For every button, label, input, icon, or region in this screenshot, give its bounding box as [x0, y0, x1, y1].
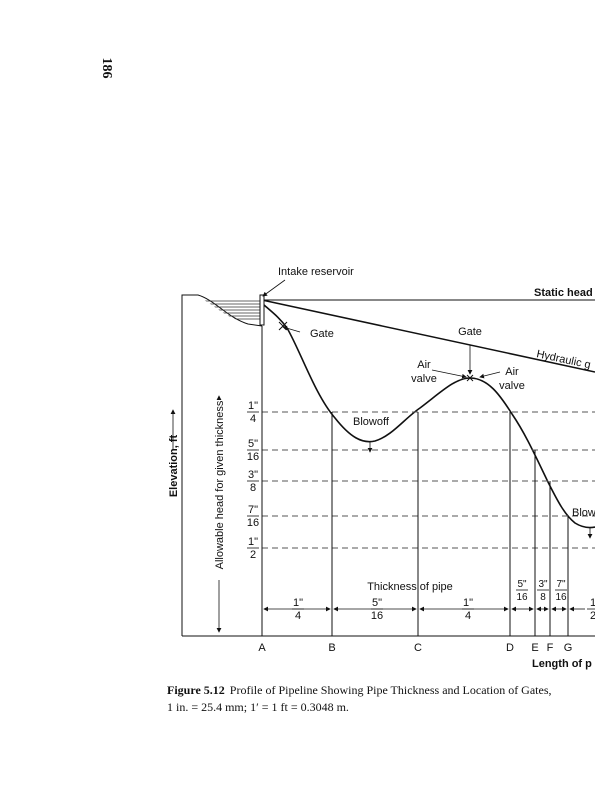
air-valve-label: valve: [411, 373, 437, 385]
fraction-denominator: 16: [516, 592, 528, 603]
fraction-denominator: 2: [590, 610, 595, 622]
station-label: B: [328, 642, 335, 654]
fraction-numerator: 5": [372, 597, 382, 609]
fraction-numerator: 3": [248, 469, 258, 481]
fraction-numerator: 7": [556, 579, 566, 590]
gate-label: Gate: [458, 326, 482, 338]
station-label: E: [531, 642, 538, 654]
station-label: D: [506, 642, 514, 654]
blowoff-label: Blowoff: [353, 416, 390, 428]
allowable-head-label: Allowable head for given thickness: [214, 400, 226, 569]
fraction-denominator: 16: [247, 517, 259, 529]
blowoff-label: Blow: [572, 507, 595, 519]
fraction-denominator: 2: [250, 549, 256, 561]
station-label: C: [414, 642, 422, 654]
hydraulic-label: Hydraulic g: [535, 348, 591, 371]
caption-figure: Figure 5.12: [167, 683, 225, 697]
caption-line: 1 in. = 25.4 mm; 1′ = 1 ft = 0.3048 m.: [167, 700, 349, 714]
fraction-denominator: 4: [295, 610, 301, 622]
station-label: F: [547, 642, 554, 654]
static-head-label: Static head: [534, 287, 593, 299]
station-label: A: [258, 642, 266, 654]
fraction-numerator: 1": [248, 400, 258, 412]
fraction-numerator: 7": [248, 504, 258, 516]
fraction-numerator: 5": [517, 579, 527, 590]
gate-label: Gate: [310, 328, 334, 340]
fraction-numerator: 3": [538, 579, 548, 590]
fraction-numerator: 5": [248, 438, 258, 450]
fraction-denominator: 8: [540, 592, 546, 603]
air-valve-label: Air: [505, 366, 519, 378]
caption: Figure 5.12 Profile of Pipeline Showing P…: [167, 683, 552, 697]
station-label: G: [564, 642, 573, 654]
caption-text: Profile of Pipeline Showing Pipe Thickne…: [230, 683, 552, 697]
x-axis-label: Length of p: [532, 658, 592, 670]
page-number: 186: [99, 58, 114, 79]
y-axis-label: Elevation, ft: [168, 434, 180, 497]
fraction-numerator: 1": [463, 597, 473, 609]
fraction-numerator: 1: [590, 597, 595, 609]
fraction-numerator: 1": [248, 536, 258, 548]
fraction-denominator: 4: [250, 413, 256, 425]
air-valve-label: valve: [499, 380, 525, 392]
air-valve-label: Air: [417, 359, 431, 371]
labels: Intake reservoir Static head Gate Gate H…: [167, 266, 595, 714]
fraction-denominator: 8: [250, 482, 256, 494]
fraction-denominator: 4: [465, 610, 471, 622]
reservoir-label: Intake reservoir: [278, 266, 354, 278]
thickness-label: Thickness of pipe: [367, 581, 453, 593]
fraction-numerator: 1": [293, 597, 303, 609]
fraction-denominator: 16: [247, 451, 259, 463]
fraction-denominator: 16: [371, 610, 383, 622]
fraction-denominator: 16: [555, 592, 567, 603]
